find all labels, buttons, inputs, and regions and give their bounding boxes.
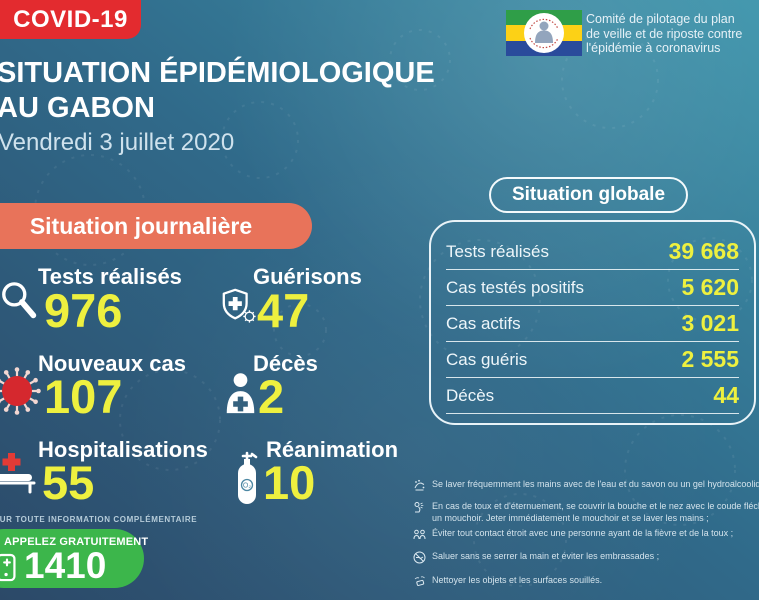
hygiene-item: En cas de toux et d'éternuement, se couv… [413, 501, 759, 524]
hygiene-text: Saluer sans se serrer la main et éviter … [432, 551, 660, 561]
covid-19-badge: COVID-19 [0, 0, 141, 39]
no-handshake-icon [413, 551, 426, 564]
hygiene-item: Éviter tout contact étroit avec une pers… [413, 528, 759, 541]
hygiene-item: Nettoyer les objets et les surfaces soui… [413, 575, 759, 588]
table-row: Tests réalisés 39 668 [446, 234, 739, 270]
table-row: Cas guéris 2 555 [446, 342, 739, 378]
phone-cross-icon [0, 553, 16, 582]
table-row: Cas testés positifs 5 620 [446, 270, 739, 306]
daily-section-title: Situation journalière [0, 203, 312, 249]
stat-value-nouveaux-cas: 107 [44, 370, 123, 423]
hygiene-text: En cas de toux et d'éternuement, se couv… [432, 501, 759, 523]
table-row: Cas actifs 3 021 [446, 306, 739, 342]
stat-label-nouveaux-cas: Nouveaux cas [38, 351, 186, 376]
virus-icon [0, 367, 41, 415]
svg-text:O₂: O₂ [243, 483, 251, 490]
committee-line: de veille et de riposte contre [586, 26, 743, 41]
report-date: Vendredi 3 juillet 2020 [0, 129, 235, 156]
row-value: 2 555 [681, 346, 739, 372]
committee-line: l'épidémie à coronavirus [586, 41, 721, 55]
hotline-cta: APPELEZ GRATUITEMENT [4, 536, 149, 548]
row-value: 3 021 [681, 310, 739, 336]
stat-value-reanimation: 10 [263, 456, 316, 509]
row-label: Cas testés positifs [446, 277, 584, 297]
hygiene-text: Éviter tout contact étroit avec une pers… [432, 528, 734, 538]
stat-label-tests: Tests réalisés [38, 264, 182, 289]
search-icon [2, 282, 37, 319]
row-label: Tests réalisés [446, 241, 549, 261]
row-value: 44 [713, 382, 739, 408]
stat-value-hospitalisations: 55 [42, 456, 95, 509]
stat-value-guerisons: 47 [257, 284, 310, 337]
table-row: Décès 44 [446, 378, 739, 414]
stat-value-tests: 976 [44, 284, 123, 337]
hygiene-item: Saluer sans se serrer la main et éviter … [413, 551, 759, 564]
stat-label-hospitalisations: Hospitalisations [38, 437, 208, 462]
hotline-badge: APPELEZ GRATUITEMENT 1410 [0, 529, 148, 588]
hospital-bed-icon [0, 453, 36, 494]
sneeze-elbow-icon [414, 502, 424, 513]
page-title-line1: SITUATION ÉPIDÉMIOLOGIQUE [0, 57, 435, 89]
wash-hands-icon [414, 479, 425, 491]
row-label: Décès [446, 385, 495, 405]
global-section-title: Situation globale [489, 177, 688, 213]
hygiene-item: Se laver fréquemment les mains avec de l… [413, 479, 759, 492]
hygiene-text: Se laver fréquemment les mains avec de l… [432, 479, 759, 489]
row-value: 5 620 [681, 274, 739, 300]
hotline-number: 1410 [24, 545, 107, 586]
hygiene-text: Nettoyer les objets et les surfaces soui… [432, 575, 603, 585]
oxygen-tank-icon: O₂ [238, 451, 258, 504]
committee-line: Comité de pilotage du plan [586, 12, 735, 26]
global-stats-table: Tests réalisés 39 668 Cas testés positif… [429, 220, 756, 425]
row-label: Cas guéris [446, 349, 528, 369]
avoid-contact-icon [413, 529, 426, 540]
gabon-emblem-icon [524, 13, 564, 53]
committee-text: Comité de pilotage du plan de veille et … [586, 12, 742, 56]
shield-cross-icon [222, 288, 256, 323]
row-label: Cas actifs [446, 313, 521, 333]
row-value: 39 668 [668, 238, 739, 264]
page-title-line2: AU GABON [0, 92, 155, 124]
hotline-note: POUR TOUTE INFORMATION COMPLÉMENTAIRE [0, 515, 198, 524]
stat-label-deces: Décès [253, 351, 318, 376]
person-cross-icon [226, 373, 255, 414]
gabon-flag-logo [506, 10, 582, 56]
clean-surfaces-icon [414, 576, 425, 586]
stat-label-guerisons: Guérisons [253, 264, 362, 289]
stat-label-reanimation: Réanimation [266, 437, 399, 462]
stat-value-deces: 2 [258, 370, 285, 423]
